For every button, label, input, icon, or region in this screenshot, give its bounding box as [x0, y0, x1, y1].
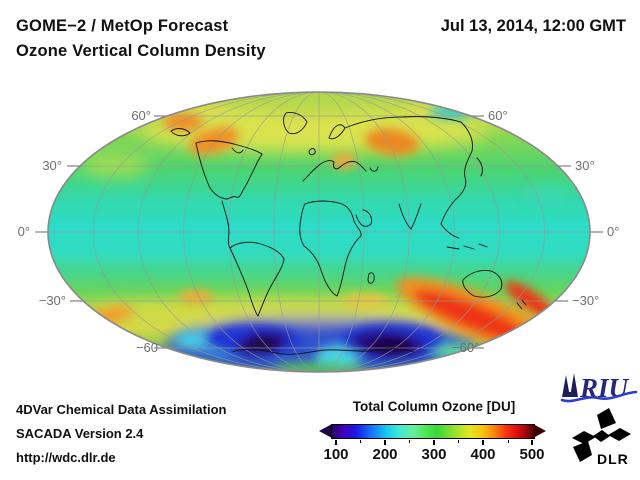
cathedral-icon: [562, 373, 578, 397]
dlr-star-icon: [572, 408, 631, 462]
lat-label-right-m60: −60°: [452, 340, 480, 355]
credit-line-3: http://wdc.dlr.de: [16, 450, 116, 465]
page-subtitle: Ozone Vertical Column Density: [16, 42, 266, 60]
colorbar-tick: [335, 440, 337, 445]
colorbar-tick: [384, 440, 386, 445]
colorbar-label-200: 200: [372, 446, 398, 463]
lat-label-left-m30: −30°: [38, 293, 66, 308]
page-title: GOME−2 / MetOp Forecast: [16, 17, 229, 35]
lat-label-left-0: 0°: [17, 224, 30, 239]
dlr-logo: DLR: [572, 408, 631, 467]
colorbar-title: Total Column Ozone [DU]: [352, 399, 516, 414]
credit-line-1: 4DVar Chemical Data Assimilation: [16, 402, 227, 417]
colorbar-label-500: 500: [519, 446, 545, 463]
lat-label-right-60: 60°: [488, 108, 508, 123]
colorbar-label-400: 400: [470, 446, 496, 463]
lat-label-left-m60: −60: [135, 340, 158, 355]
credit-line-2: SACADA Version 2.4: [16, 426, 144, 441]
lat-label-left-30: 30°: [42, 158, 62, 173]
colorbar-arrow-right-icon: [533, 424, 546, 438]
colorbar-tick: [482, 440, 484, 445]
lat-label-right-30: 30°: [575, 158, 595, 173]
colorbar-tick: [458, 440, 459, 443]
colorbar: Total Column Ozone [DU] 100 200 300 400 …: [318, 398, 554, 466]
lat-label-right-m30: −30°: [572, 293, 600, 308]
colorbar-label-100: 100: [323, 446, 349, 463]
forecast-datetime: Jul 13, 2014, 12:00 GMT: [440, 17, 626, 35]
colorbar-tick: [433, 440, 435, 445]
colorbar-gradient: [331, 424, 535, 439]
lat-label-right-0: 0°: [607, 224, 620, 239]
lat-label-left-60: 60°: [131, 108, 151, 123]
dlr-text: DLR: [597, 451, 629, 467]
coastlines: [170, 112, 527, 355]
colorbar-arrow-left-icon: [319, 424, 332, 438]
colorbar-tick: [360, 440, 361, 443]
riu-logo: RIU: [560, 373, 638, 403]
riu-swoosh-icon: [560, 390, 638, 403]
colorbar-label-300: 300: [421, 446, 447, 463]
colorbar-tick: [508, 440, 509, 443]
colorbar-tick: [409, 440, 410, 443]
colorbar-tick: [531, 440, 533, 445]
ozone-field: [48, 92, 590, 372]
latitude-ticks: [35, 115, 603, 349]
